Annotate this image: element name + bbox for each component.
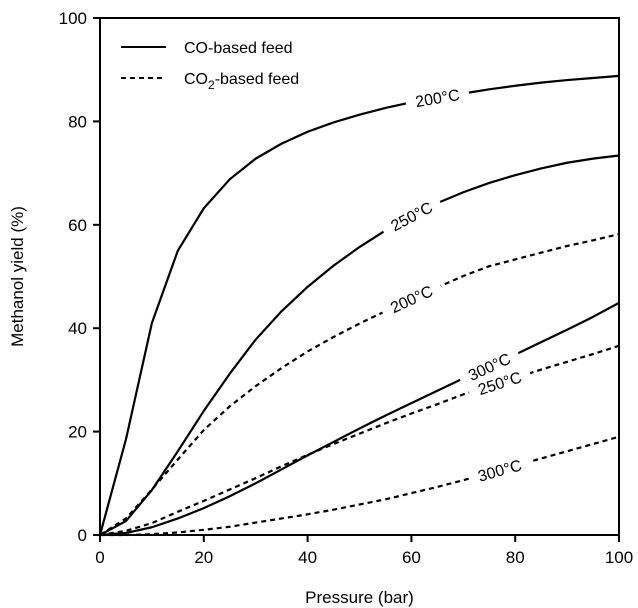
series-line-co-300c: [99, 301, 620, 537]
x-tick-label: 0: [95, 548, 104, 567]
legend-co2-main: CO: [184, 71, 208, 88]
y-tick-label: 40: [68, 319, 87, 338]
curve-label-group: 200°C: [378, 276, 445, 322]
y-tick-label: 100: [59, 9, 87, 28]
x-tick-label: 60: [402, 548, 421, 567]
series-line-co-250c: [99, 154, 620, 536]
series-line-co2-250c: [99, 344, 620, 537]
legend-label-co-feed: CO-based feed: [184, 40, 293, 57]
y-tick-label: 20: [68, 423, 87, 442]
series-line-co-200c: [98, 74, 620, 536]
axis-ticks: 0 20 40 60 80 100 0 20 40 60 80 100: [59, 9, 634, 567]
series-line-co2-300c: [100, 435, 620, 537]
y-axis-label: Methanol yield (%): [8, 206, 27, 347]
curve-label-gap: [378, 192, 445, 240]
curve-label-gap: [404, 82, 471, 113]
x-tick-label: 20: [194, 548, 213, 567]
curve-label-gap: [378, 276, 445, 322]
x-axis-label: Pressure (bar): [305, 588, 414, 607]
y-tick-label: 60: [68, 216, 87, 235]
plot-frame: [99, 17, 620, 536]
y-tick-label: 80: [68, 112, 87, 131]
series-curves: [98, 74, 620, 537]
series-line-co2-200c: [99, 233, 620, 536]
legend-co2-rest: -based feed: [215, 71, 300, 88]
legend: CO-based feed CO2-based feed: [121, 40, 299, 92]
curve-label-gap: [466, 363, 534, 403]
curve-label-gap: [466, 451, 534, 489]
x-tick-label: 100: [605, 548, 633, 567]
x-tick-label: 40: [298, 548, 317, 567]
x-tick-label: 80: [506, 548, 525, 567]
legend-co2-subscript: 2: [208, 78, 215, 92]
legend-label-co2-feed: CO2-based feed: [184, 71, 299, 92]
curve-label-group: 300°C: [466, 451, 534, 489]
curve-label-group: 250°C: [378, 192, 445, 240]
curve-label-gap: [455, 344, 523, 389]
y-tick-label: 0: [78, 526, 87, 545]
curve-label-group: 200°C: [404, 82, 471, 113]
